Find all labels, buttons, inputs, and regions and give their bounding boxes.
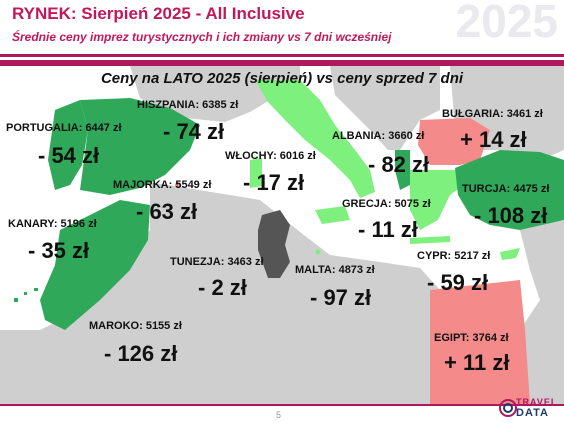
change-italy: - 17 zł [243,170,305,195]
logo-text-data: DATA [516,407,549,419]
country-spain [80,98,200,195]
island-sardinia [250,158,262,188]
year-watermark: 2025 [455,0,558,47]
label-majorca: MAJORKA: 5549 zł [113,179,212,191]
land-middle-east [520,220,564,404]
label-tunisia: TUNEZJA: 3463 zł [170,256,264,268]
label-albania: ALBANIA: 3660 zł [332,130,425,142]
country-greece [410,170,470,230]
label-spain: HISZPANIA: 6385 zł [137,99,239,111]
label-egypt: EGIPT: 3764 zł [434,332,509,344]
change-malta: - 97 zł [310,285,372,310]
change-turkey: - 108 zł [474,203,548,228]
change-bulgaria: + 14 zł [460,127,527,152]
label-italy: WŁOCHY: 6016 zł [225,150,316,162]
country-italy [255,80,375,198]
footer-divider [0,404,564,406]
island-cyprus [500,248,520,260]
page-number: 5 [276,410,282,420]
island-canary-2 [24,292,27,295]
change-canary-islands: - 35 zł [28,238,90,263]
island-canary-1 [14,298,18,302]
travel-data-logo: TRAVEL DATA [498,395,558,421]
land-balkans [330,66,440,150]
country-tunisia [258,210,290,278]
island-sicily [315,206,350,224]
label-morocco: MAROKO: 5155 zł [89,320,182,332]
change-cyprus: - 59 zł [427,270,489,295]
logo-icon [499,399,517,417]
header-band [0,60,564,66]
logo-text-travel: TRAVEL [516,397,558,407]
change-majorca: - 63 zł [136,199,198,224]
change-albania: - 82 zł [368,152,430,177]
label-turkey: TURCJA: 4475 zł [462,183,550,195]
page-subtitle: Średnie ceny imprez turystycznych i ich … [12,30,392,44]
island-crete [410,236,450,244]
label-bulgaria: BUŁGARIA: 3461 zł [442,108,543,120]
change-portugal: - 54 zł [38,143,100,168]
country-bulgaria [418,118,490,165]
change-spain: - 74 zł [163,119,225,144]
mediterranean-map [0,66,564,404]
country-albania [395,150,410,190]
country-portugal [48,100,88,190]
change-greece: - 11 zł [358,217,418,242]
label-malta: MALTA: 4873 zł [295,264,375,276]
island-canary-3 [34,288,38,291]
label-portugal: PORTUGALIA: 6447 zł [6,122,122,134]
change-morocco: - 126 zł [104,341,178,366]
label-canary-islands: KANARY: 5196 zł [8,218,97,230]
island-majorca [175,182,181,188]
country-egypt [430,280,530,404]
header-divider [0,54,564,57]
island-malta [315,249,321,255]
country-turkey [455,150,564,230]
label-greece: GRECJA: 5075 zł [342,198,431,210]
label-cyprus: CYPR: 5217 zł [417,250,491,262]
change-tunisia: - 2 zł [198,275,247,300]
country-morocco [40,200,150,330]
map-title: Ceny na LATO 2025 (sierpień) vs ceny spr… [100,70,464,87]
change-egypt: + 11 zł [444,350,510,375]
page-title: RYNEK: Sierpień 2025 - All Inclusive [12,4,305,23]
land-north-africa [0,182,440,404]
